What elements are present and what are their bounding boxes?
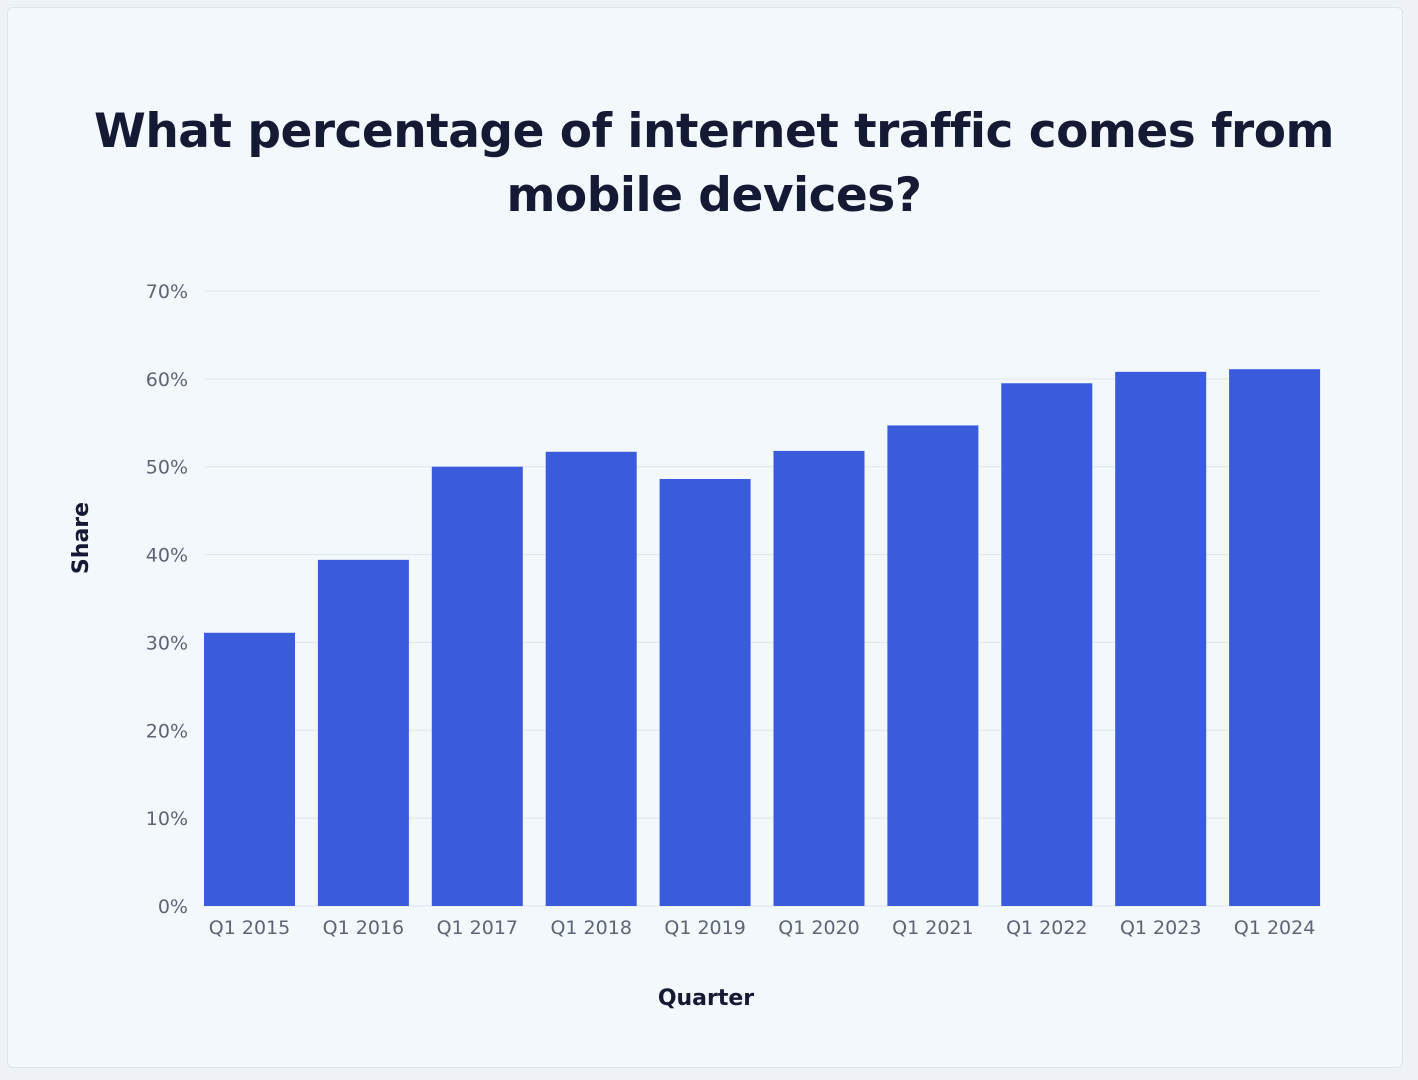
bar-q1-2015 bbox=[204, 632, 295, 906]
y-axis-label: Share bbox=[69, 502, 94, 574]
x-tick-label: Q1 2020 bbox=[778, 917, 859, 939]
bar-q1-2017 bbox=[431, 466, 523, 906]
bar-q1-2024 bbox=[1229, 369, 1321, 906]
x-tick-label: Q1 2022 bbox=[1006, 917, 1087, 939]
bar-q1-2023 bbox=[1115, 371, 1207, 906]
bar-q1-2022 bbox=[1001, 383, 1093, 906]
x-tick-label: Q1 2015 bbox=[209, 917, 290, 939]
x-axis-label: Quarter bbox=[658, 986, 754, 1011]
bar-q1-2019 bbox=[659, 479, 751, 906]
y-tick-label: 50% bbox=[146, 457, 188, 479]
x-tick-label: Q1 2018 bbox=[550, 917, 631, 939]
y-tick-label: 30% bbox=[146, 632, 188, 654]
y-tick-label: 40% bbox=[146, 545, 188, 567]
x-tick-label: Q1 2021 bbox=[892, 917, 973, 939]
y-tick-label: 70% bbox=[146, 281, 188, 303]
chart-title: What percentage of internet traffic come… bbox=[94, 104, 1335, 223]
y-tick-label: 0% bbox=[158, 896, 188, 918]
bar-q1-2020 bbox=[773, 450, 865, 906]
y-tick-label: 60% bbox=[146, 369, 188, 391]
x-tick-label: Q1 2016 bbox=[323, 917, 404, 939]
x-tick-label: Q1 2017 bbox=[437, 917, 518, 939]
bar-q1-2018 bbox=[545, 451, 637, 906]
x-tick-label: Q1 2024 bbox=[1234, 917, 1315, 939]
y-tick-label: 10% bbox=[146, 808, 188, 830]
x-tick-label: Q1 2023 bbox=[1120, 917, 1201, 939]
bar-q1-2016 bbox=[317, 559, 409, 906]
bar-q1-2021 bbox=[887, 425, 979, 906]
x-tick-label: Q1 2019 bbox=[664, 917, 745, 939]
y-tick-label: 20% bbox=[146, 720, 188, 742]
